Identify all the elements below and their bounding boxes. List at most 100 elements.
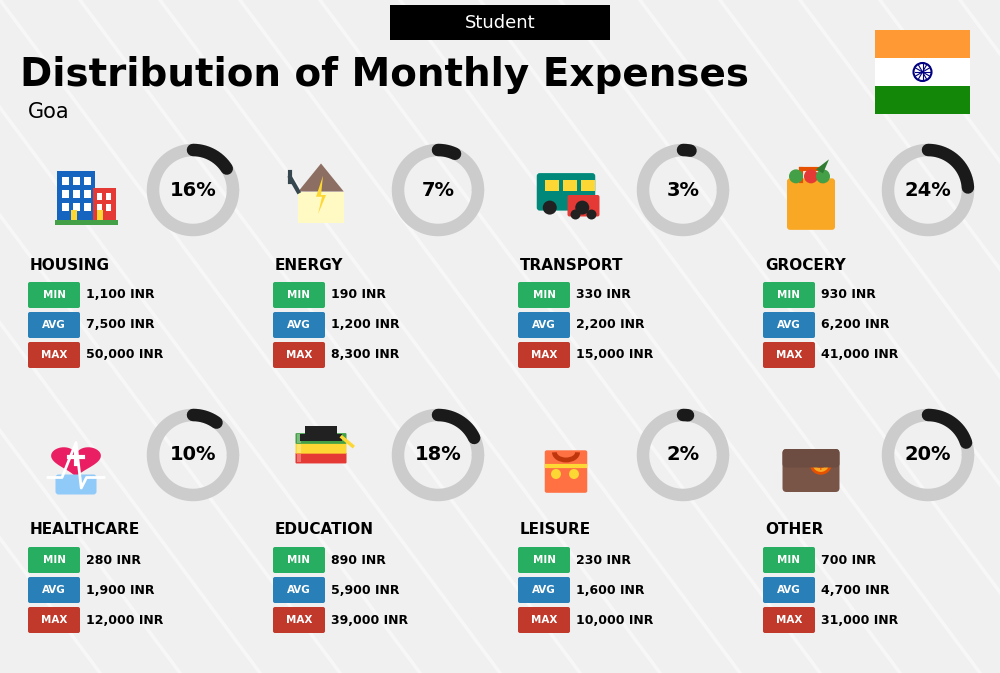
- FancyBboxPatch shape: [71, 209, 77, 219]
- Text: 50,000 INR: 50,000 INR: [86, 349, 163, 361]
- Text: 31,000 INR: 31,000 INR: [821, 614, 898, 627]
- Text: AVG: AVG: [42, 320, 66, 330]
- FancyBboxPatch shape: [28, 547, 80, 573]
- FancyBboxPatch shape: [296, 444, 301, 453]
- Text: 12,000 INR: 12,000 INR: [86, 614, 163, 627]
- FancyBboxPatch shape: [763, 342, 815, 368]
- Text: MIN: MIN: [42, 290, 66, 300]
- Circle shape: [569, 469, 579, 479]
- Circle shape: [543, 201, 557, 215]
- FancyBboxPatch shape: [518, 312, 570, 338]
- FancyBboxPatch shape: [875, 30, 970, 58]
- FancyBboxPatch shape: [73, 176, 80, 184]
- Circle shape: [575, 201, 589, 215]
- Text: GROCERY: GROCERY: [765, 258, 846, 273]
- Text: 41,000 INR: 41,000 INR: [821, 349, 898, 361]
- FancyBboxPatch shape: [28, 342, 80, 368]
- Text: 890 INR: 890 INR: [331, 553, 386, 567]
- Polygon shape: [816, 160, 829, 174]
- FancyBboxPatch shape: [273, 312, 325, 338]
- Text: MAX: MAX: [41, 350, 67, 360]
- FancyBboxPatch shape: [763, 607, 815, 633]
- FancyBboxPatch shape: [62, 176, 69, 184]
- Text: 2%: 2%: [666, 446, 700, 464]
- FancyBboxPatch shape: [875, 86, 970, 114]
- FancyBboxPatch shape: [28, 577, 80, 603]
- Circle shape: [816, 170, 830, 183]
- FancyBboxPatch shape: [782, 449, 840, 492]
- FancyBboxPatch shape: [296, 433, 347, 444]
- Text: MAX: MAX: [531, 615, 557, 625]
- Text: 930 INR: 930 INR: [821, 289, 876, 302]
- Circle shape: [570, 209, 580, 219]
- Text: 7,500 INR: 7,500 INR: [86, 318, 155, 332]
- FancyBboxPatch shape: [273, 577, 325, 603]
- FancyBboxPatch shape: [763, 577, 815, 603]
- Text: TRANSPORT: TRANSPORT: [520, 258, 624, 273]
- Text: AVG: AVG: [777, 585, 801, 595]
- Text: HEALTHCARE: HEALTHCARE: [30, 522, 140, 538]
- Text: ENERGY: ENERGY: [275, 258, 344, 273]
- Circle shape: [811, 454, 831, 473]
- Text: MAX: MAX: [776, 615, 802, 625]
- FancyBboxPatch shape: [296, 434, 301, 443]
- Text: 1,200 INR: 1,200 INR: [331, 318, 400, 332]
- Text: Goa: Goa: [28, 102, 70, 122]
- Text: 10%: 10%: [170, 446, 216, 464]
- FancyBboxPatch shape: [518, 282, 570, 308]
- FancyBboxPatch shape: [84, 190, 91, 197]
- Text: 2,200 INR: 2,200 INR: [576, 318, 645, 332]
- Text: AVG: AVG: [42, 585, 66, 595]
- Text: 20%: 20%: [905, 446, 951, 464]
- Text: MIN: MIN: [778, 290, 800, 300]
- FancyBboxPatch shape: [875, 58, 970, 86]
- FancyBboxPatch shape: [106, 193, 111, 200]
- FancyBboxPatch shape: [763, 547, 815, 573]
- Text: MAX: MAX: [41, 615, 67, 625]
- Text: AVG: AVG: [532, 320, 556, 330]
- FancyBboxPatch shape: [296, 454, 301, 462]
- FancyBboxPatch shape: [273, 282, 325, 308]
- FancyBboxPatch shape: [97, 193, 102, 200]
- Text: $: $: [816, 456, 826, 470]
- Text: 10,000 INR: 10,000 INR: [576, 614, 653, 627]
- FancyBboxPatch shape: [57, 170, 95, 219]
- Circle shape: [551, 469, 561, 479]
- FancyBboxPatch shape: [97, 209, 103, 219]
- Text: OTHER: OTHER: [765, 522, 823, 538]
- FancyBboxPatch shape: [518, 342, 570, 368]
- Text: LEISURE: LEISURE: [520, 522, 591, 538]
- Text: MIN: MIN: [778, 555, 800, 565]
- FancyBboxPatch shape: [298, 192, 344, 223]
- Text: Distribution of Monthly Expenses: Distribution of Monthly Expenses: [20, 56, 749, 94]
- Text: MAX: MAX: [286, 350, 312, 360]
- Text: 190 INR: 190 INR: [331, 289, 386, 302]
- FancyBboxPatch shape: [56, 474, 96, 495]
- FancyBboxPatch shape: [300, 434, 342, 441]
- Text: AVG: AVG: [777, 320, 801, 330]
- FancyBboxPatch shape: [787, 178, 835, 230]
- FancyBboxPatch shape: [390, 5, 610, 40]
- FancyBboxPatch shape: [84, 203, 91, 211]
- Text: 280 INR: 280 INR: [86, 553, 141, 567]
- Text: 3%: 3%: [666, 180, 700, 199]
- Text: 5,900 INR: 5,900 INR: [331, 583, 400, 596]
- FancyBboxPatch shape: [537, 173, 595, 211]
- Polygon shape: [316, 176, 326, 214]
- FancyBboxPatch shape: [581, 180, 595, 191]
- Text: 6,200 INR: 6,200 INR: [821, 318, 890, 332]
- Text: AVG: AVG: [532, 585, 556, 595]
- Circle shape: [586, 209, 596, 219]
- FancyBboxPatch shape: [545, 450, 587, 493]
- FancyBboxPatch shape: [106, 204, 111, 211]
- FancyBboxPatch shape: [296, 453, 347, 464]
- FancyBboxPatch shape: [518, 577, 570, 603]
- Text: 16%: 16%: [170, 180, 216, 199]
- FancyBboxPatch shape: [62, 190, 69, 197]
- FancyBboxPatch shape: [763, 282, 815, 308]
- FancyBboxPatch shape: [563, 180, 577, 191]
- FancyBboxPatch shape: [273, 547, 325, 573]
- FancyBboxPatch shape: [97, 204, 102, 211]
- Text: AVG: AVG: [287, 320, 311, 330]
- Text: 8,300 INR: 8,300 INR: [331, 349, 399, 361]
